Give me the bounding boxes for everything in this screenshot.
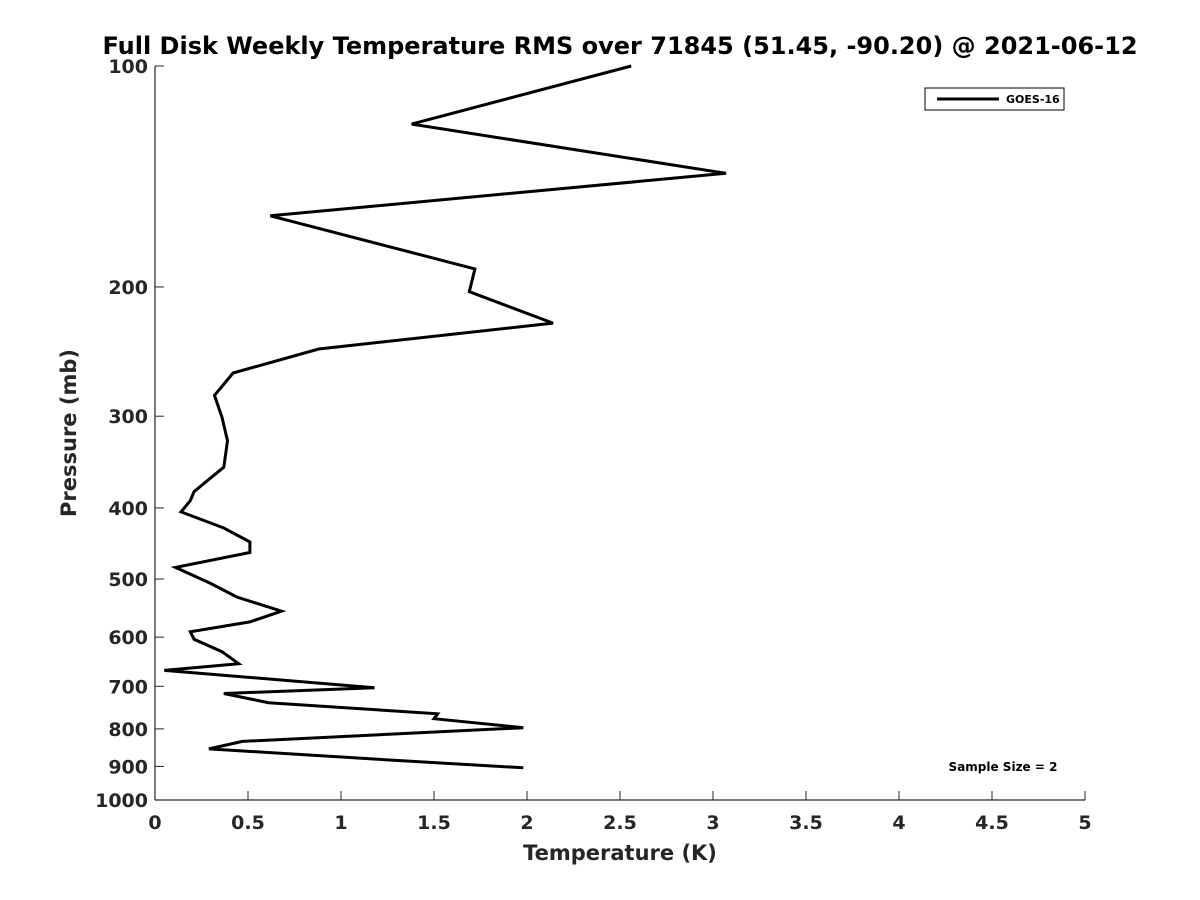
y-axis-ticks: 100 200 300 400 500 600 700 800 900 1000 [95,56,164,812]
x-tick-label: 5 [1078,812,1091,834]
legend: GOES-16 [924,87,1065,111]
x-axis-label: Temperature (K) [523,841,717,865]
series-line-goes-16 [164,64,727,770]
y-tick-label: 900 [108,756,148,778]
y-tick-label: 400 [108,498,148,520]
x-tick-label: 1.5 [417,812,451,834]
y-tick-label: 500 [108,569,148,591]
y-tick-label: 1000 [95,790,148,812]
x-tick-label: 0 [148,812,161,834]
y-tick-label: 100 [108,56,148,78]
y-tick-label: 300 [108,406,148,428]
x-tick-label: 4.5 [975,812,1009,834]
x-tick-label: 1 [334,812,347,834]
x-tick-label: 2 [520,812,533,834]
y-tick-label: 700 [108,676,148,698]
chart-title: Full Disk Weekly Temperature RMS over 71… [102,32,1137,60]
legend-label: GOES-16 [1006,93,1060,106]
x-axis-ticks: 0 0.5 1 1.5 2 2.5 3 3.5 4 4.5 5 [148,791,1092,834]
y-tick-label: 600 [108,627,148,649]
y-tick-label: 200 [108,277,148,299]
x-tick-label: 3.5 [789,812,823,834]
x-tick-label: 3 [706,812,719,834]
y-axis-label: Pressure (mb) [57,349,81,517]
x-tick-label: 2.5 [603,812,637,834]
x-tick-label: 0.5 [231,812,265,834]
x-tick-label: 4 [892,812,905,834]
sample-size-note: Sample Size = 2 [949,760,1058,774]
y-tick-label: 800 [108,719,148,741]
